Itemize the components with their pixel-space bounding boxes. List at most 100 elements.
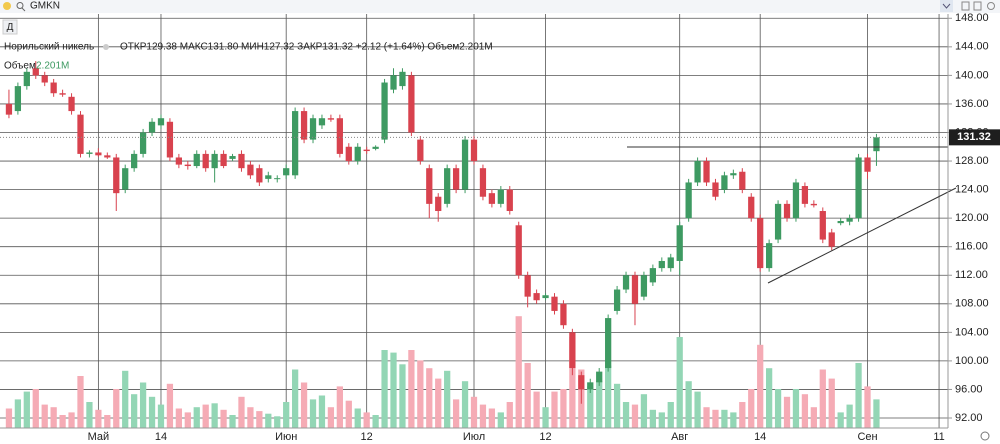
candle-body bbox=[193, 153, 200, 167]
volume-bar bbox=[292, 369, 299, 428]
candle-body bbox=[318, 118, 326, 126]
candle-body bbox=[757, 218, 764, 269]
candle-body bbox=[175, 157, 182, 165]
candle-body bbox=[801, 186, 809, 204]
volume-bar bbox=[41, 404, 48, 428]
candle-body bbox=[77, 114, 84, 154]
volume-bar bbox=[694, 391, 701, 428]
volume-legend-value: 2.201M bbox=[36, 61, 69, 72]
x-tick-label: Авг bbox=[671, 431, 688, 443]
candle-body bbox=[238, 153, 245, 169]
candle-body bbox=[792, 182, 800, 219]
candle-body bbox=[452, 168, 460, 190]
volume-bar bbox=[104, 415, 111, 428]
candle-body bbox=[300, 111, 308, 140]
candle-body bbox=[247, 164, 254, 176]
candle-body bbox=[748, 196, 755, 219]
candle-body bbox=[274, 178, 281, 180]
volume-bar bbox=[792, 389, 800, 428]
volume-bar bbox=[676, 337, 683, 428]
volume-bar bbox=[444, 370, 451, 428]
candle-body bbox=[309, 118, 317, 140]
volume-bar bbox=[318, 395, 326, 428]
dropdown[interactable] bbox=[940, 0, 953, 12]
volume-bar bbox=[470, 396, 478, 428]
instrument-name: Норильский никель bbox=[4, 42, 94, 53]
toolbar-icon[interactable] bbox=[961, 1, 970, 11]
volume-bar bbox=[605, 365, 612, 428]
x-tick-label: Июл bbox=[463, 431, 485, 443]
candle-body bbox=[613, 289, 621, 311]
volume-bar bbox=[515, 316, 522, 428]
volume-bar bbox=[819, 369, 826, 428]
candle-body bbox=[542, 295, 549, 299]
candle-body bbox=[381, 82, 388, 140]
candle-body bbox=[596, 371, 603, 383]
volume-bar bbox=[774, 389, 782, 428]
volume-bar bbox=[622, 402, 630, 428]
volume-bar bbox=[354, 408, 361, 428]
plot bbox=[0, 14, 948, 428]
volume-bar bbox=[864, 386, 871, 428]
candle-body bbox=[828, 232, 835, 247]
volume-bar bbox=[488, 408, 496, 428]
volume-bar bbox=[613, 383, 621, 428]
toolbar-icon[interactable] bbox=[987, 2, 995, 10]
candle-body bbox=[739, 171, 746, 190]
candle-body bbox=[855, 157, 862, 219]
candle-body bbox=[390, 75, 397, 90]
volume-bar bbox=[336, 386, 343, 428]
volume-bar bbox=[166, 383, 174, 428]
volume-bar bbox=[435, 378, 442, 428]
volume-bar bbox=[363, 412, 370, 428]
settings-icon[interactable] bbox=[980, 431, 990, 441]
interval-button[interactable] bbox=[2, 19, 18, 35]
candle-body bbox=[139, 132, 147, 154]
volume-bar bbox=[211, 403, 218, 428]
candle-body bbox=[14, 86, 22, 112]
candle-body bbox=[497, 189, 504, 204]
volume-bar bbox=[426, 368, 433, 428]
candle-body bbox=[327, 118, 335, 120]
volume-bar bbox=[569, 337, 576, 428]
candle-body bbox=[95, 152, 102, 156]
candle-body bbox=[488, 193, 496, 204]
candle-body bbox=[569, 332, 576, 369]
volume-bar bbox=[247, 407, 254, 428]
last-price-box bbox=[949, 129, 1000, 146]
volume-bar bbox=[837, 412, 844, 428]
candle-body bbox=[23, 71, 30, 87]
volume-bar bbox=[506, 402, 513, 428]
volume-bar bbox=[461, 381, 469, 428]
volume-bar bbox=[148, 396, 156, 428]
volume-bar bbox=[703, 407, 710, 428]
search-icon[interactable] bbox=[16, 2, 24, 9]
candle-body bbox=[864, 157, 871, 172]
candle-body bbox=[837, 221, 844, 224]
candle-body bbox=[810, 203, 817, 206]
candle-body bbox=[774, 203, 782, 240]
candle-body bbox=[524, 275, 531, 297]
candle-body bbox=[515, 225, 522, 276]
ticker[interactable]: GMKN bbox=[30, 1, 60, 12]
volume-bar bbox=[390, 352, 397, 428]
volume-bar bbox=[417, 360, 424, 428]
toolbar-icon[interactable] bbox=[973, 1, 982, 11]
volume-bar bbox=[202, 404, 209, 428]
y-tick-label: 96.00 bbox=[955, 383, 983, 395]
legend-stats: ОТКР129.38 МАКС131.80 МИН127.32 ЗАКР131.… bbox=[120, 41, 493, 53]
candle-body bbox=[86, 152, 93, 154]
candle-body bbox=[703, 161, 710, 183]
x-tick-label: 12 bbox=[539, 431, 551, 443]
volume-bar bbox=[50, 407, 57, 428]
candle-body bbox=[417, 139, 424, 162]
candle-body bbox=[694, 161, 701, 183]
candle-body bbox=[265, 175, 272, 179]
volume-bar bbox=[184, 412, 191, 428]
candle-body bbox=[68, 96, 75, 112]
candle-body bbox=[166, 121, 174, 158]
x-tick-label: Май bbox=[88, 431, 110, 443]
volume-bar bbox=[721, 409, 728, 428]
drawn-trend-line[interactable] bbox=[767, 187, 957, 284]
